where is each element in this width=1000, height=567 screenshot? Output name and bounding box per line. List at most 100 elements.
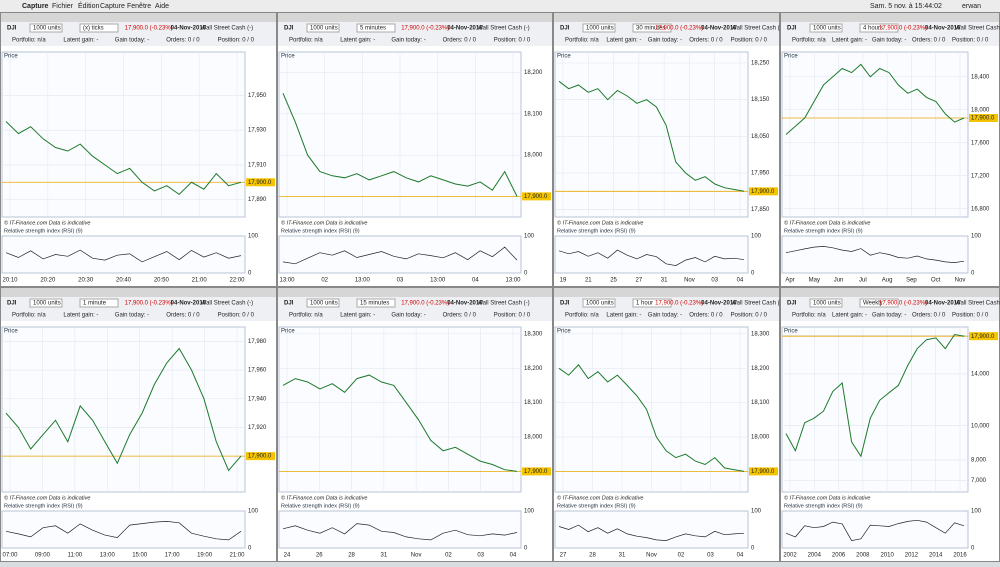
x-tick-label: 2010 [880, 553, 894, 559]
x-tick-label: Aug [882, 278, 893, 284]
x-tick-label: 19:00 [197, 553, 213, 559]
x-tick-label: 25 [610, 278, 617, 284]
menu[interactable]: Capture [100, 3, 125, 10]
info-label: Portfolio: n/a [792, 313, 826, 319]
y-tick-label: 17,200 [971, 173, 990, 179]
x-tick-label: 21 [585, 278, 592, 284]
x-tick-label: 2002 [783, 553, 797, 559]
x-tick-label: 20:50 [154, 278, 170, 284]
x-tick-label: 19 [560, 278, 567, 284]
x-tick-label: 21:00 [229, 553, 245, 559]
units[interactable]: 1000 units [310, 301, 338, 307]
info-label: Position: 0 / 0 [731, 38, 768, 44]
x-tick-label: 04 [737, 278, 744, 284]
title-bar [278, 288, 552, 297]
info-label: Latent gain: - [832, 313, 867, 319]
info-label: Position: 0 / 0 [218, 313, 255, 319]
quote: 17,900.0 (-0.23%) [879, 26, 927, 32]
last-price-label: 17,900.0 [751, 469, 775, 475]
instrument-name: Wall Street Cash (-) [731, 26, 783, 32]
y-tick-label: 18,200 [524, 70, 543, 76]
x-tick-label: 27 [560, 553, 567, 559]
info-label: Portfolio: n/a [565, 313, 599, 319]
title-bar [278, 13, 552, 22]
units[interactable]: 1000 units [813, 26, 841, 32]
x-tick-label: 22:00 [229, 278, 245, 284]
y-tick-label: 17,950 [751, 171, 770, 177]
interval[interactable]: (x) ticks [83, 26, 104, 32]
x-tick-label: 04 [472, 278, 479, 284]
price-area [555, 52, 748, 217]
menu[interactable]: Édition [78, 1, 100, 10]
y-tick-label: 18,000 [524, 153, 543, 159]
menu[interactable]: Fichier [52, 3, 74, 10]
rsi-tick-label: 100 [248, 234, 259, 240]
x-tick-label: 26 [316, 553, 323, 559]
rsi-tick-label: 100 [524, 509, 535, 515]
y-tick-label: 10,000 [971, 423, 990, 429]
interval[interactable]: 1 minute [83, 301, 107, 307]
y-tick-label: 7,000 [971, 478, 987, 484]
x-tick-label: 27 [636, 278, 643, 284]
units[interactable]: 1000 units [586, 26, 614, 32]
menu[interactable]: Fenêtre [127, 3, 151, 10]
x-tick-label: 2004 [808, 553, 822, 559]
info-label: Latent gain: - [63, 38, 98, 44]
y-tick-label: 17,910 [248, 162, 267, 168]
x-tick-label: 2016 [953, 553, 967, 559]
symbol: DJI [560, 26, 570, 32]
units[interactable]: 1000 units [813, 301, 841, 307]
info-label: Gain today: - [872, 38, 906, 44]
units[interactable]: 1000 units [586, 301, 614, 307]
y-tick-label: 8,000 [971, 458, 987, 464]
rsi-label: Relative strength index (RSI) (9) [557, 228, 636, 234]
y-tick-label: 18,200 [751, 366, 770, 372]
x-tick-label: 07:00 [2, 553, 18, 559]
title-bar [1, 13, 276, 22]
y-tick-label: 17,930 [248, 128, 267, 134]
x-tick-label: Nov [646, 553, 657, 559]
last-price-label: 17,900.0 [971, 334, 995, 340]
x-tick-label: Apr [785, 278, 794, 284]
footer: © IT-Finance.com Data is indicative [557, 494, 643, 501]
rsi-tick-label: 100 [751, 509, 762, 515]
x-tick-label: 2008 [856, 553, 870, 559]
info-label: Orders: 0 / 0 [689, 313, 723, 319]
y-tick-label: 17,600 [971, 140, 990, 146]
menu[interactable]: Aide [155, 3, 169, 10]
x-tick-label: 21:00 [192, 278, 208, 284]
x-tick-label: 20:10 [2, 278, 18, 284]
x-tick-label: 28 [589, 553, 596, 559]
info-label: Latent gain: - [606, 38, 641, 44]
app-name[interactable]: Capture [22, 3, 49, 10]
units[interactable]: 1000 units [33, 26, 61, 32]
symbol: DJI [284, 301, 294, 307]
y-tick-label: 17,940 [248, 396, 267, 402]
rsi-area [782, 511, 968, 548]
info-label: Gain today: - [391, 38, 425, 44]
user[interactable]: erwan [962, 3, 981, 10]
info-label: Latent gain: - [340, 38, 375, 44]
interval[interactable]: 15 minutes [360, 301, 389, 307]
x-tick-label: 20:40 [116, 278, 132, 284]
y-tick-label: 18,100 [751, 400, 770, 406]
units[interactable]: 1000 units [33, 301, 61, 307]
interval[interactable]: 5 minutes [360, 26, 386, 32]
x-tick-label: 31 [381, 553, 388, 559]
units[interactable]: 1000 units [310, 26, 338, 32]
interval[interactable]: 1 hour [636, 301, 653, 307]
instrument-name: Wall Street Cash (-) [201, 301, 253, 307]
title-bar [554, 288, 779, 297]
y-tick-label: 17,950 [248, 93, 267, 99]
quote: 17,900.0 (-0.23%) [125, 26, 173, 32]
x-tick-label: 2006 [832, 553, 846, 559]
price-area [279, 327, 521, 492]
y-tick-label: 18,400 [971, 74, 990, 80]
footer: © IT-Finance.com Data is indicative [784, 494, 870, 501]
x-tick-label: Jul [859, 278, 867, 284]
